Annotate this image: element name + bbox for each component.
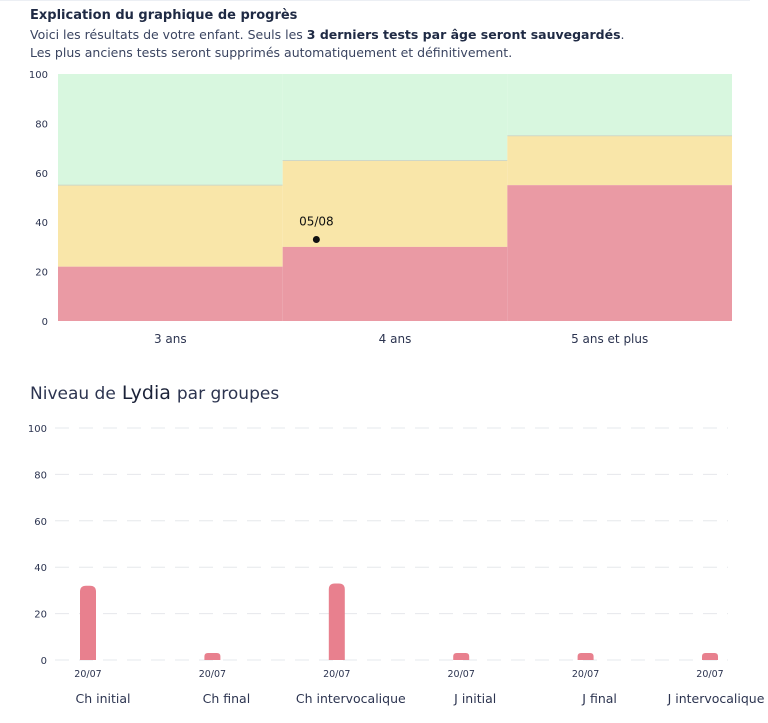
explanation-line-1-bold: 3 derniers tests par âge seront sauvegar… [306, 27, 621, 42]
explanation-line-1: Voici les résultats de votre enfant. Seu… [30, 27, 750, 42]
heading-prefix: Niveau de [30, 384, 116, 404]
bar-date-label: 20/07 [696, 669, 723, 680]
heading-suffix: par groupes [176, 384, 280, 404]
x-category-label: J intervocalique [667, 691, 765, 706]
bar-date-label: 20/07 [74, 669, 101, 680]
y-tick-label: 20 [34, 610, 47, 621]
red-zone [282, 246, 508, 321]
explanation-line-2: Les plus anciens tests seront supprimés … [30, 45, 513, 60]
y-tick-label: 40 [34, 563, 47, 574]
x-category-label: 5 ans et plus [571, 332, 648, 346]
group-level-heading: Niveau de Lydia par groupes [30, 382, 279, 404]
x-category-label: 3 ans [154, 332, 187, 346]
explanation-line-1-start: Voici les résultats de votre enfant. Seu… [30, 27, 307, 42]
bar [204, 653, 221, 660]
x-category-label: Ch initial [76, 691, 131, 706]
child-name: Lydia [121, 382, 171, 404]
x-category-label: Ch intervocalique [296, 691, 406, 706]
x-category-label: 4 ans [379, 332, 412, 346]
yellow-zone [282, 160, 508, 247]
green-zone [507, 74, 732, 136]
y-tick-label: 80 [34, 470, 47, 481]
test-result-point [312, 235, 320, 243]
bar [453, 653, 470, 660]
bar [80, 585, 96, 660]
test-date-label: 05/08 [299, 214, 334, 228]
bar-date-label: 20/07 [199, 669, 226, 680]
y-tick-label: 0 [41, 656, 47, 667]
explanation-line-1-end: . [620, 27, 625, 42]
top-divider [0, 0, 750, 1]
green-zone [282, 74, 508, 161]
y-tick-label: 100 [28, 424, 47, 435]
progress-zones-chart: 0 20 40 60 80 100 3 ans 4 ans 5 ans et plus 05/08 [29, 70, 732, 346]
progress-explanation: Explication du graphique de progrès Voic… [30, 8, 750, 63]
x-category-label: J final [581, 691, 617, 706]
bar [328, 583, 345, 660]
bar-date-label: 20/07 [448, 669, 475, 680]
yellow-zone [58, 185, 283, 267]
x-category-label: Ch final [203, 691, 251, 706]
y-tick-label: 40 [35, 218, 48, 229]
group-level-bar-chart: 0 20 40 60 80 100 20/07 Ch initial 20/07 Ch final… [28, 424, 765, 706]
bar [577, 653, 594, 660]
x-category-label: J initial [453, 691, 496, 706]
y-tick-label: 0 [42, 317, 48, 328]
y-tick-label: 20 [35, 268, 48, 279]
explanation-title: Explication du graphique de progrès [30, 8, 298, 23]
y-tick-label: 100 [29, 70, 48, 81]
yellow-zone [507, 135, 732, 186]
y-tick-label: 60 [34, 517, 47, 528]
red-zone [58, 266, 283, 321]
y-tick-label: 80 [35, 119, 48, 130]
bar [702, 653, 718, 660]
green-zone [58, 74, 283, 186]
red-zone [507, 185, 732, 321]
y-tick-label: 60 [35, 169, 48, 180]
bar-date-label: 20/07 [572, 669, 599, 680]
bar-date-label: 20/07 [323, 669, 350, 680]
